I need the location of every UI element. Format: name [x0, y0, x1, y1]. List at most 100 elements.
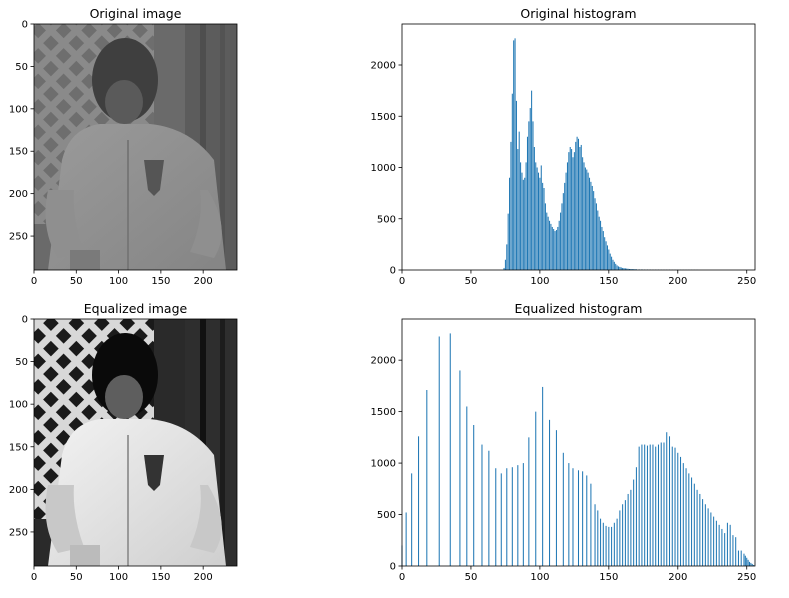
equalized-histogram-bar [747, 559, 749, 566]
equalized-histogram-ytick-label: 0 [390, 562, 396, 573]
equalized-histogram-bar [655, 446, 657, 566]
equalized-histogram-bar [418, 436, 420, 566]
original-histogram-bar [584, 167, 586, 270]
equalized-histogram-bar [522, 463, 524, 566]
equalized-histogram-bar [735, 537, 737, 566]
original-histogram-bar [560, 212, 562, 270]
equalized-histogram-bar [750, 562, 752, 566]
original-histogram-bar [580, 144, 582, 270]
original-histogram-bar [617, 266, 619, 270]
equalized-histogram-bar [586, 475, 588, 566]
equalized-histogram-bar [660, 442, 662, 566]
original-histogram-bar [562, 193, 564, 271]
equalized-histogram-bar [555, 430, 557, 566]
equalized-image-xtick-label: 100 [109, 572, 128, 583]
original-histogram-bar [557, 226, 559, 270]
equalized-histogram-bar [724, 533, 726, 566]
equalized-histogram-bar [438, 336, 440, 566]
equalized-histogram-bar [473, 425, 475, 566]
original-histogram-ytick-label: 1000 [371, 163, 396, 174]
original-histogram-bar [623, 268, 625, 270]
equalized-image-xtick-label: 200 [194, 572, 213, 583]
original-histogram-bar [511, 93, 513, 270]
equalized-histogram-bar [729, 524, 731, 566]
original-histogram-bar [526, 136, 528, 270]
equalized-histogram-bar [638, 446, 640, 566]
original-histogram-bar [569, 147, 571, 270]
original-histogram-bar [634, 269, 636, 270]
equalized-histogram-bar [466, 406, 468, 566]
equalized-histogram-bar [696, 489, 698, 566]
equalized-histogram-bar [677, 452, 679, 566]
original-histogram-xtick-label: 250 [737, 276, 756, 287]
original-histogram-frame [401, 23, 756, 271]
equalized-histogram-bar [481, 444, 483, 566]
equalized-histogram-bar [666, 432, 668, 566]
original-histogram-bar [539, 177, 541, 270]
equalized-histogram-frame [401, 318, 756, 567]
equalized-histogram-bar [517, 465, 519, 566]
original-histogram-bar [532, 121, 534, 271]
original-histogram-bar [586, 169, 588, 270]
equalized-histogram-bar [624, 500, 626, 566]
equalized-histogram-xtick-label: 200 [668, 572, 687, 583]
equalized-histogram-bar [641, 444, 643, 566]
equalized-histogram-bar [737, 550, 739, 566]
original-image-axes: 0 50 100 150 200 0 50 100 150 200 250 [9, 20, 238, 287]
original-histogram-bar [521, 172, 523, 271]
equalized-image-ytick-label: 150 [9, 442, 28, 453]
equalized-histogram-bar [500, 473, 502, 567]
equalized-histogram-bar [590, 483, 592, 566]
equalized-histogram-bar [674, 447, 676, 566]
equalized-histogram-bar [740, 550, 742, 566]
original-image-xtick-label: 0 [31, 276, 37, 287]
equalized-histogram-bar [488, 450, 490, 566]
equalized-histogram-xtick-label: 250 [737, 572, 756, 583]
original-image-xtick-label: 100 [109, 276, 128, 287]
original-histogram-bar [564, 182, 566, 271]
equalized-histogram-bar [743, 553, 745, 566]
original-histogram-bar [550, 223, 552, 271]
equalized-histogram-bar [746, 557, 748, 566]
original-histogram-bar [558, 220, 560, 270]
original-histogram-bar [555, 230, 557, 270]
equalized-image [34, 319, 237, 566]
equalized-histogram-bar [748, 561, 750, 566]
original-histogram-bar [537, 172, 540, 271]
equalized-histogram-bar [411, 473, 413, 567]
original-histogram-bar [583, 162, 585, 271]
equalized-histogram-bar [685, 468, 687, 566]
original-histogram-bar [514, 38, 516, 270]
equalized-histogram-bar [600, 518, 602, 566]
equalized-histogram-bar [616, 518, 618, 566]
equalized-histogram-bar [562, 452, 564, 566]
equalized-histogram-bar [630, 489, 632, 566]
equalized-histogram-bar [751, 563, 753, 566]
original-histogram-xtick-label: 100 [530, 276, 549, 287]
original-histogram-bar [629, 268, 631, 270]
equalized-histogram-bar [715, 520, 717, 566]
equalized-histogram-bar [572, 468, 574, 566]
panel-title-equalized-histogram: Equalized histogram [515, 301, 643, 316]
original-histogram-bar [543, 188, 545, 270]
original-histogram-bar [590, 181, 592, 270]
equalized-histogram-bar [668, 436, 671, 566]
equalized-histogram-bar [568, 463, 570, 566]
equalized-histogram-bar [542, 386, 544, 566]
equalized-histogram-bar [605, 525, 607, 566]
panel-title-equalized-image: Equalized image [84, 301, 188, 316]
original-histogram-bar [587, 172, 589, 271]
equalized-histogram-bar [710, 512, 712, 566]
original-histogram-bar [517, 149, 519, 270]
equalized-image-xtick-label: 50 [70, 572, 83, 583]
equalized-histogram-bar [449, 333, 451, 566]
original-histogram-xtick-label: 0 [399, 276, 405, 287]
original-histogram-bar [533, 147, 535, 270]
original-histogram-bar [594, 198, 596, 270]
equalized-image-ytick-label: 50 [15, 357, 28, 368]
original-histogram-bar [604, 237, 606, 270]
original-histogram-bar [627, 268, 629, 270]
original-image-xtick-label: 150 [151, 276, 170, 287]
original-histogram-bar [609, 253, 611, 270]
equalized-image-xtick-label: 0 [31, 572, 37, 583]
